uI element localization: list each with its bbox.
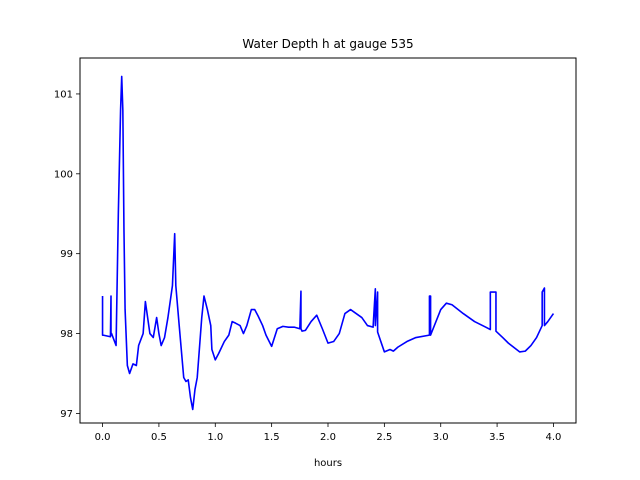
y-axis-ticks: 97 98 99 100 101 [54,89,80,420]
y-tick-label: 100 [54,169,73,180]
y-tick-label: 98 [60,329,73,340]
y-tick-label: 97 [60,409,73,420]
x-axis-ticks: 0.0 0.5 1.0 1.5 2.0 2.5 3.0 3.5 4.0 [95,423,562,443]
x-tick-label: 2.0 [320,432,336,443]
y-tick-label: 101 [54,89,73,100]
x-tick-label: 0.5 [151,432,167,443]
x-tick-label: 4.0 [546,432,562,443]
series-line [101,75,555,411]
x-tick-label: 3.0 [433,432,449,443]
x-tick-label: 0.0 [95,432,111,443]
series-layer [101,75,555,411]
x-axis-label: hours [314,458,342,469]
x-tick-label: 1.5 [264,432,280,443]
y-tick-label: 99 [60,249,73,260]
x-tick-label: 1.0 [207,432,223,443]
chart-title: Water Depth h at gauge 535 [242,37,413,51]
plot-area [79,57,577,424]
x-tick-label: 3.5 [489,432,505,443]
x-tick-label: 2.5 [376,432,392,443]
